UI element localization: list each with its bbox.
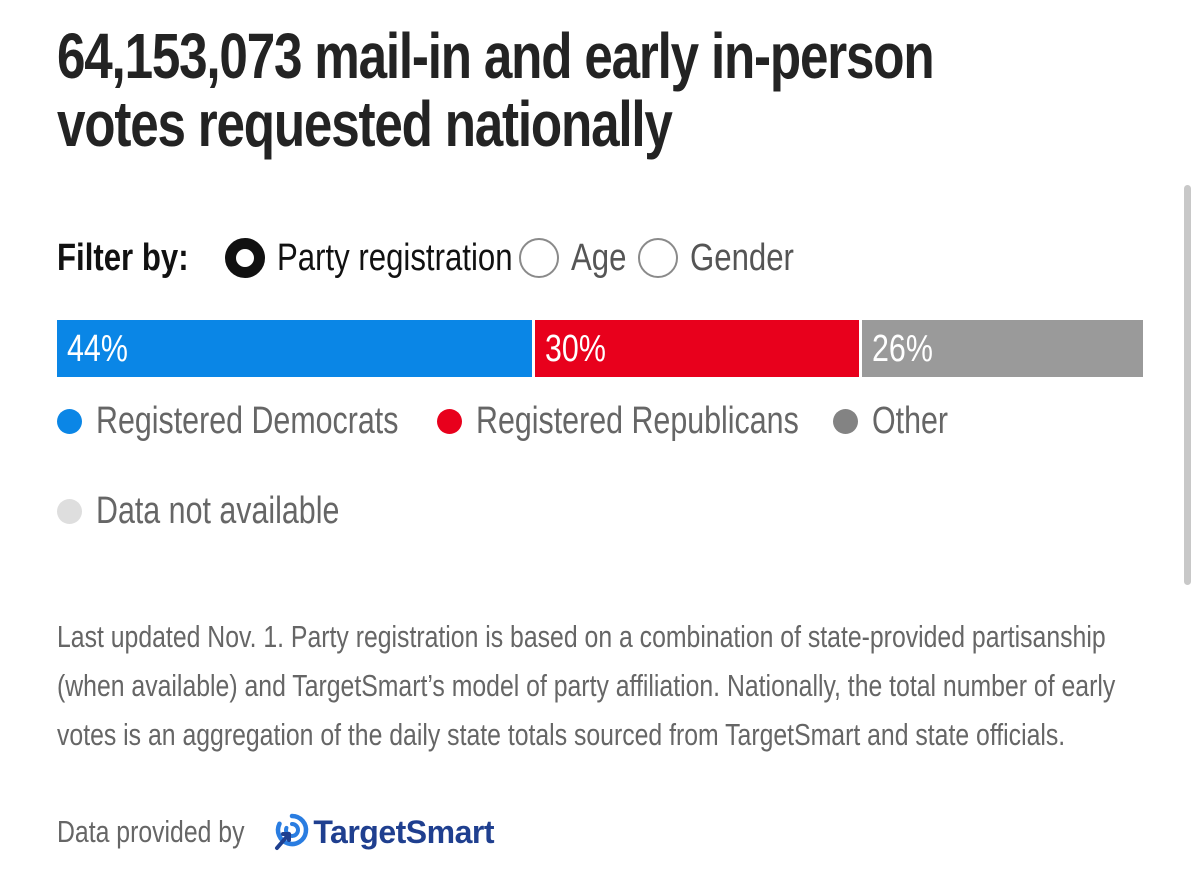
- legend-dot-other: [833, 409, 858, 434]
- bar-segment-label: 26%: [872, 328, 934, 370]
- stacked-bar-chart: 44% 30% 26%: [57, 320, 1143, 377]
- bar-segment-republicans: 30%: [535, 320, 860, 377]
- title-line-1: 64,153,073 mail-in and early in-person: [57, 20, 935, 92]
- filter-option-label: Party registration: [277, 236, 514, 279]
- legend-label: Registered Republicans: [476, 400, 799, 442]
- page-title: 64,153,073 mail-in and early in-person v…: [57, 22, 945, 158]
- data-credit: Data provided by TargetSmart: [57, 812, 494, 852]
- scrollbar[interactable]: [1184, 185, 1191, 585]
- legend-label: Registered Democrats: [96, 400, 399, 442]
- filter-option-gender[interactable]: Gender: [638, 237, 795, 280]
- logo-text: TargetSmart: [313, 813, 494, 850]
- filter-label: Filter by:: [57, 236, 189, 279]
- filter-option-party-registration[interactable]: Party registration: [225, 237, 513, 280]
- legend-label: Other: [872, 400, 949, 442]
- bar-segment-democrats: 44%: [57, 320, 533, 377]
- targetsmart-logo[interactable]: TargetSmart: [273, 812, 494, 852]
- radio-unchecked-icon[interactable]: [638, 238, 679, 278]
- bar-segment-other: 26%: [862, 320, 1143, 377]
- legend-dot-republicans: [437, 409, 462, 434]
- title-line-2: votes requested nationally: [57, 88, 673, 160]
- legend-label: Data not available: [96, 490, 340, 532]
- footnote: Last updated Nov. 1. Party registration …: [57, 619, 1116, 752]
- legend-item-data-not-available: Data not available: [57, 490, 400, 533]
- filter-option-label: Age: [570, 236, 627, 279]
- targetsmart-logo-icon: [275, 813, 309, 850]
- filter-option-age[interactable]: Age: [518, 236, 627, 280]
- filter-option-label: Gender: [690, 236, 795, 279]
- bar-segment-label: 44%: [67, 328, 128, 370]
- legend-dot-democrats: [57, 409, 82, 434]
- bar-segment-label: 30%: [545, 328, 607, 370]
- radio-checked-icon[interactable]: [225, 238, 266, 278]
- legend-item-republicans: Registered Republicans: [437, 400, 879, 443]
- legend-item-democrats: Registered Democrats: [57, 400, 474, 443]
- legend-item-other: Other: [833, 400, 967, 443]
- credit-label: Data provided by: [57, 814, 245, 849]
- filter-bar: Filter by: Party registration Age Gender: [57, 230, 795, 286]
- legend-dot-data-not-available: [57, 499, 82, 524]
- radio-unchecked-icon[interactable]: [518, 238, 559, 278]
